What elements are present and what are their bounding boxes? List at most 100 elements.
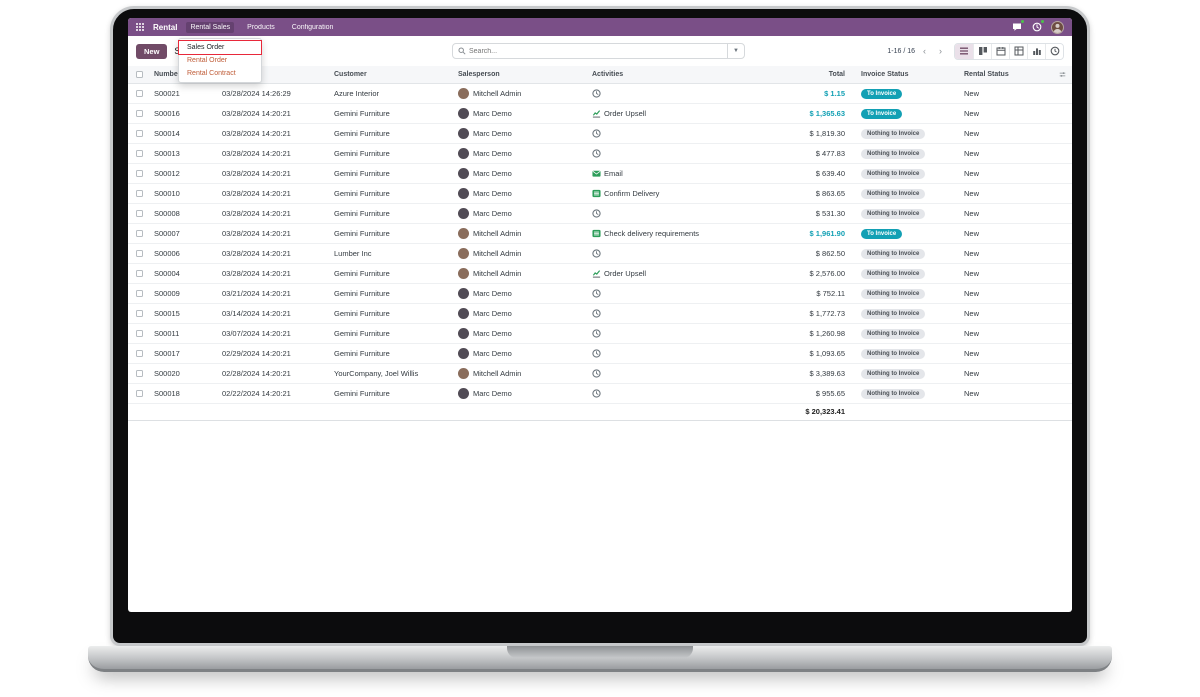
pager-next-button[interactable]: › [939,46,942,56]
kanban-view-button[interactable] [973,43,991,59]
clock-activity-icon[interactable] [592,208,601,218]
calendar-view-button[interactable] [991,43,1009,59]
row-select-cell[interactable] [128,143,150,164]
activities-icon[interactable] [1031,19,1045,33]
clock-activity-icon[interactable] [592,88,601,98]
row-checkbox[interactable] [136,349,143,357]
row-checkbox[interactable] [136,329,143,337]
new-button[interactable]: New [136,43,168,59]
row-select-cell[interactable] [128,223,150,244]
row-select-cell[interactable] [128,163,150,184]
header-salesperson[interactable]: Salesperson [452,66,586,84]
table-row[interactable]: S00018 02/22/2024 14:20:21 Gemini Furnit… [128,383,1072,404]
table-row[interactable]: S00009 03/21/2024 14:20:21 Gemini Furnit… [128,283,1072,304]
header-activities[interactable]: Activities [586,66,773,84]
menu-item-sales-order[interactable]: Sales Order [178,40,262,55]
menu-configuration[interactable]: Configuration [291,23,334,31]
table-row[interactable]: S00011 03/07/2024 14:20:21 Gemini Furnit… [128,323,1072,344]
row-number: S00004 [150,263,216,284]
row-select-cell[interactable] [128,383,150,404]
select-all-cell[interactable] [128,66,150,84]
row-select-cell[interactable] [128,343,150,364]
table-row[interactable]: S00020 02/28/2024 14:20:21 YourCompany, … [128,363,1072,384]
table-row[interactable]: S00015 03/14/2024 14:20:21 Gemini Furnit… [128,303,1072,324]
row-checkbox[interactable] [136,149,143,157]
table-row[interactable]: S00008 03/28/2024 14:20:21 Gemini Furnit… [128,203,1072,224]
clock-activity-icon[interactable] [592,388,601,398]
table-row[interactable]: S00007 03/28/2024 14:20:21 Gemini Furnit… [128,223,1072,244]
row-checkbox[interactable] [136,169,143,177]
clock-activity-icon[interactable] [592,288,601,298]
row-checkbox[interactable] [136,209,143,217]
chart-activity-icon[interactable] [592,109,601,118]
search-chevron-down-icon[interactable]: ▼ [727,44,744,58]
row-checkbox[interactable] [136,229,143,237]
row-select-cell[interactable] [128,363,150,384]
table-row[interactable]: S00012 03/28/2024 14:20:21 Gemini Furnit… [128,163,1072,184]
table-row[interactable]: S00010 03/28/2024 14:20:21 Gemini Furnit… [128,183,1072,204]
table-row[interactable]: S00016 03/28/2024 14:20:21 Gemini Furnit… [128,103,1072,124]
row-select-cell[interactable] [128,283,150,304]
row-select-cell[interactable] [128,303,150,324]
menu-item-rental-contract[interactable]: Rental Contract [187,70,236,77]
table-row[interactable]: S00014 03/28/2024 14:20:21 Gemini Furnit… [128,123,1072,144]
row-select-cell[interactable] [128,263,150,284]
row-checkbox[interactable] [136,89,143,97]
row-checkbox[interactable] [136,109,143,117]
clock-activity-icon[interactable] [592,368,601,378]
table-row[interactable]: S00021 03/28/2024 14:26:29 Azure Interio… [128,83,1072,104]
row-checkbox[interactable] [136,249,143,257]
row-checkbox[interactable] [136,129,143,137]
clock-activity-icon[interactable] [592,148,601,158]
header-customer[interactable]: Customer [328,66,452,84]
tasks-activity-icon[interactable] [592,189,601,198]
pager-prev-button[interactable]: ‹ [923,46,926,56]
row-select-cell[interactable] [128,83,150,104]
pivot-view-button[interactable] [1009,43,1027,59]
header-total[interactable]: Total [773,66,855,84]
tasks-activity-icon[interactable] [592,229,601,238]
user-avatar[interactable] [1051,20,1064,34]
row-checkbox[interactable] [136,369,143,377]
row-select-cell[interactable] [128,323,150,344]
row-checkbox[interactable] [136,389,143,397]
search-input[interactable] [466,47,727,55]
optional-columns-icon[interactable] [1059,70,1066,79]
row-checkbox[interactable] [136,189,143,197]
graph-view-button[interactable] [1027,43,1045,59]
list-view-button[interactable] [955,43,973,59]
salesperson-name: Marc Demo [473,208,512,218]
row-checkbox[interactable] [136,269,143,277]
clock-activity-icon[interactable] [592,248,601,258]
table-row[interactable]: S00017 02/29/2024 14:20:21 Gemini Furnit… [128,343,1072,364]
table-row[interactable]: S00013 03/28/2024 14:20:21 Gemini Furnit… [128,143,1072,164]
row-checkbox[interactable] [136,289,143,297]
app-name[interactable]: Rental [153,22,178,32]
header-invoice-status[interactable]: Invoice Status [855,66,958,84]
row-select-cell[interactable] [128,183,150,204]
menu-item-rental-order[interactable]: Rental Order [187,57,228,64]
activity-view-button[interactable] [1045,43,1063,59]
row-select-cell[interactable] [128,103,150,124]
header-rental-status[interactable]: Rental Status [958,66,1053,84]
clock-activity-icon[interactable] [592,308,601,318]
chart-activity-icon[interactable] [592,269,601,278]
row-select-cell[interactable] [128,243,150,264]
row-customer: YourCompany, Joel Willis [328,363,452,384]
row-salesperson: Mitchell Admin [452,263,586,284]
clock-activity-icon[interactable] [592,328,601,338]
select-all-checkbox[interactable] [136,70,143,78]
table-row[interactable]: S00006 03/28/2024 14:20:21 Lumber Inc Mi… [128,243,1072,264]
header-options-cell[interactable] [1053,66,1072,84]
table-row[interactable]: S00004 03/28/2024 14:20:21 Gemini Furnit… [128,263,1072,284]
clock-activity-icon[interactable] [592,348,601,358]
row-select-cell[interactable] [128,203,150,224]
email-activity-icon[interactable] [592,169,601,178]
row-checkbox[interactable] [136,309,143,317]
row-select-cell[interactable] [128,123,150,144]
messages-icon[interactable] [1011,19,1025,33]
menu-products[interactable]: Products [247,23,275,31]
clock-activity-icon[interactable] [592,128,601,138]
menu-rental-sales[interactable]: Rental Sales [186,21,235,33]
apps-menu-icon[interactable] [136,23,144,31]
